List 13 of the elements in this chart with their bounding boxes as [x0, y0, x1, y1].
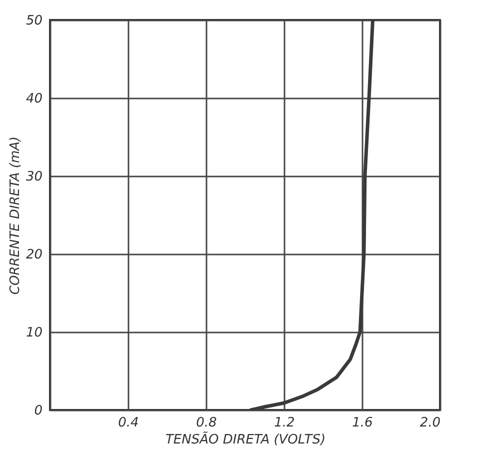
y-tick-label: 30	[26, 170, 42, 184]
y-tick-label: 50	[26, 14, 42, 28]
x-axis-title: TENSÃO DIRETA (VOLTS)	[165, 432, 326, 448]
y-tick-label: 0	[34, 404, 42, 418]
y-tick-label: 40	[26, 92, 42, 106]
x-tick-label: 2.0	[420, 416, 440, 430]
x-tick-label: 0.4	[118, 416, 139, 430]
x-tick-label: 1.2	[274, 416, 295, 430]
y-tick-label: 10	[26, 326, 42, 340]
y-axis-title: CORRENTE DIRETA (mA)	[8, 136, 23, 295]
x-tick-label: 1.6	[352, 416, 373, 430]
y-tick-label: 20	[26, 248, 42, 262]
x-tick-label: 0.8	[196, 416, 217, 430]
